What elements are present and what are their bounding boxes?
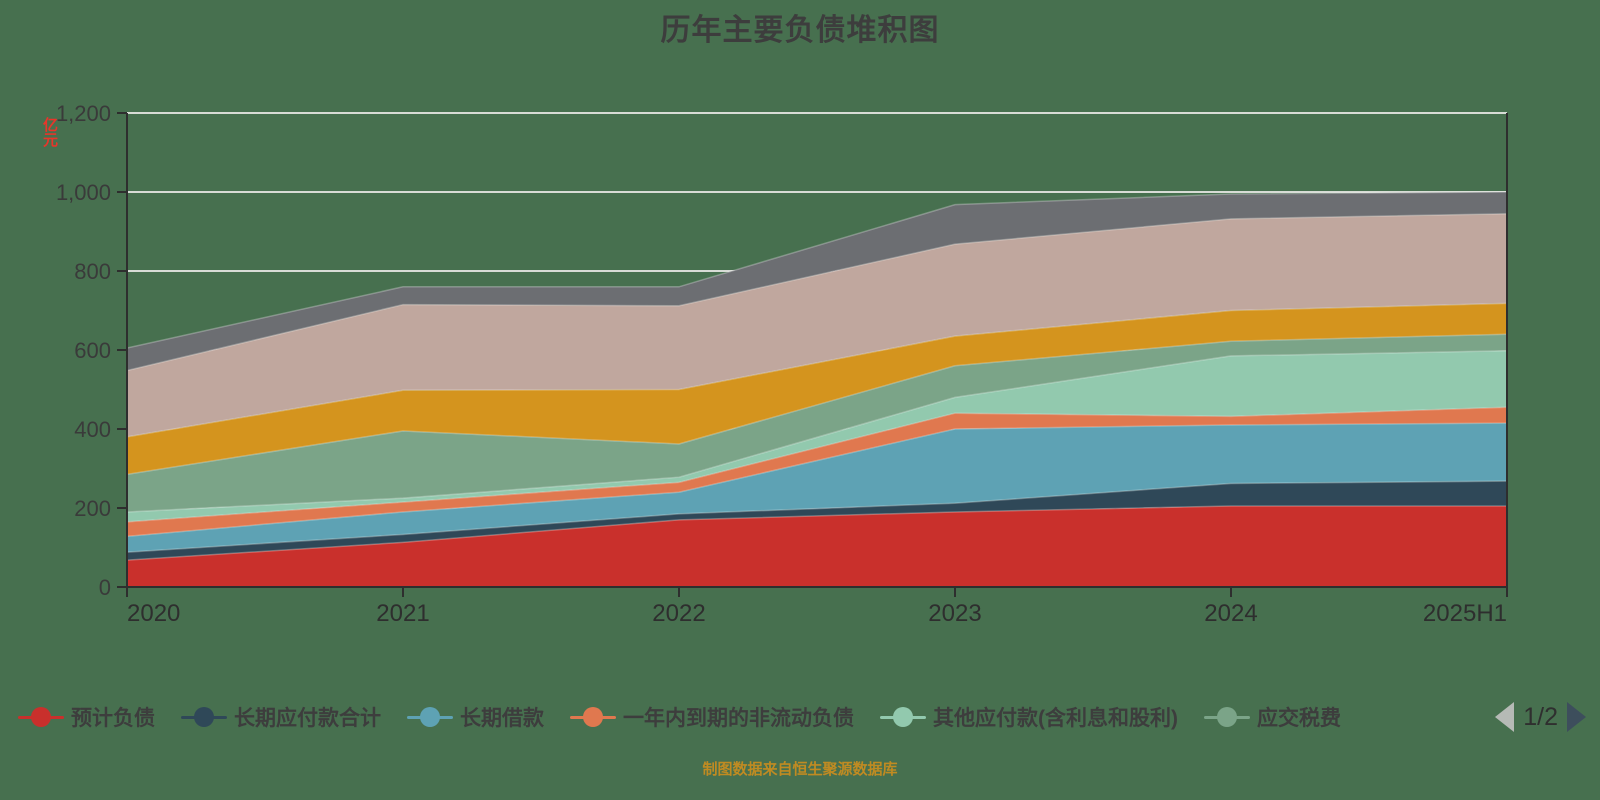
legend-swatch-icon-4 bbox=[880, 705, 926, 729]
legend-dot-5 bbox=[1217, 707, 1237, 727]
legend-label-5: 应交税费 bbox=[1257, 707, 1341, 730]
area-band-6 bbox=[127, 303, 1507, 475]
area-edge-5 bbox=[126, 333, 1508, 476]
page-title: 历年主要负债堆积图 bbox=[660, 14, 940, 47]
legend-item-2[interactable]: 长期借款 bbox=[407, 702, 544, 732]
legend-label-1: 长期应付款合计 bbox=[234, 707, 381, 730]
area-band-0 bbox=[127, 506, 1507, 587]
area-band-4 bbox=[127, 350, 1507, 522]
legend-item-1[interactable]: 长期应付款合计 bbox=[181, 702, 381, 732]
y-tick-label: 200 bbox=[74, 496, 111, 521]
legend-swatch-icon-0 bbox=[18, 705, 64, 729]
y-tick-label: 600 bbox=[74, 338, 111, 363]
area-edge-4 bbox=[126, 350, 1508, 513]
x-tick-label: 2021 bbox=[376, 600, 429, 627]
x-tick-label: 2024 bbox=[1204, 600, 1257, 627]
area-band-3 bbox=[127, 407, 1507, 537]
chart-footnote: 制图数据来自恒生聚源数据库 bbox=[702, 761, 898, 778]
x-tick-label: 2022 bbox=[652, 600, 705, 627]
legend-label-2: 长期借款 bbox=[460, 707, 544, 730]
area-band-2 bbox=[127, 423, 1507, 553]
area-edge-2 bbox=[126, 422, 1508, 538]
area-edge-0 bbox=[126, 505, 1507, 561]
legend-dot-1 bbox=[194, 707, 214, 727]
legend-swatch-icon-5 bbox=[1204, 705, 1250, 729]
legend-dot-3 bbox=[583, 707, 603, 727]
legend-item-3[interactable]: 一年内到期的非流动负债 bbox=[570, 702, 854, 732]
area-band-7 bbox=[127, 213, 1507, 437]
plot-area: 0 200 400 600 800 1,000 1,200 2020 2021 2022 2023 2… bbox=[56, 101, 1508, 627]
y-tick-label: 800 bbox=[74, 259, 111, 284]
legend-swatch-icon-3 bbox=[570, 705, 616, 729]
stacked-area-chart: 0 200 400 600 800 1,000 1,200 2020 2021 2022 2023 2… bbox=[56, 101, 1508, 627]
area-band-8 bbox=[127, 192, 1507, 371]
y-axis-unit-label: 亿元 bbox=[42, 117, 58, 149]
area-edge-7 bbox=[126, 212, 1508, 372]
y-tick-label: 1,200 bbox=[56, 101, 111, 126]
area-edge-1 bbox=[126, 480, 1508, 553]
triangle-right-icon[interactable] bbox=[1567, 702, 1586, 732]
legend-item-0[interactable]: 预计负债 bbox=[18, 702, 155, 732]
legend-item-4[interactable]: 其他应付款(含利息和股利) bbox=[880, 702, 1178, 732]
legend-dot-4 bbox=[893, 707, 913, 727]
area-band-5 bbox=[127, 334, 1507, 512]
legend-swatch-icon-2 bbox=[407, 705, 453, 729]
area-edge-8 bbox=[126, 191, 1508, 349]
legend-dot-0 bbox=[31, 707, 51, 727]
legend-label-3: 一年内到期的非流动负债 bbox=[623, 707, 854, 730]
y-tick-label: 400 bbox=[74, 417, 111, 442]
area-edge-3 bbox=[126, 406, 1508, 523]
y-tick-label: 1,000 bbox=[56, 180, 111, 205]
y-tick-label: 0 bbox=[99, 575, 111, 600]
legend-swatch-icon-1 bbox=[181, 705, 227, 729]
legend-item-5[interactable]: 应交税费 bbox=[1204, 702, 1341, 732]
area-edge-6 bbox=[126, 302, 1508, 438]
x-tick-label: 2023 bbox=[928, 600, 981, 627]
legend-label-4: 其他应付款(含利息和股利) bbox=[933, 707, 1178, 730]
area-band-1 bbox=[127, 481, 1507, 561]
chart-legend: 预计负债 长期应付款合计 长期借款 一年内到期的非流动负债 bbox=[0, 693, 1600, 741]
legend-pagination: 1/2 bbox=[1495, 695, 1586, 739]
x-tick-label: 2025H1 bbox=[1423, 600, 1507, 627]
legend-label-0: 预计负债 bbox=[71, 707, 155, 730]
legend-dot-2 bbox=[420, 707, 440, 727]
x-tick-label: 2020 bbox=[127, 600, 180, 627]
triangle-left-icon[interactable] bbox=[1495, 702, 1515, 732]
pager-page-indicator: 1/2 bbox=[1523, 702, 1558, 731]
